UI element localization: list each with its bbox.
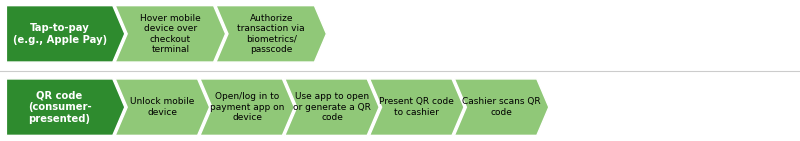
Text: Tap-to-pay
(e.g., Apple Pay): Tap-to-pay (e.g., Apple Pay) — [13, 23, 106, 45]
Polygon shape — [115, 79, 210, 135]
Polygon shape — [200, 79, 294, 135]
Text: Authorize
transaction via
biometrics/
passcode: Authorize transaction via biometrics/ pa… — [238, 14, 305, 54]
Polygon shape — [454, 79, 549, 135]
Text: Hover mobile
device over
checkout
terminal: Hover mobile device over checkout termin… — [140, 14, 201, 54]
Polygon shape — [115, 6, 226, 62]
Text: Open/log in to
payment app on
device: Open/log in to payment app on device — [210, 92, 284, 122]
Polygon shape — [6, 6, 125, 62]
Text: Unlock mobile
device: Unlock mobile device — [130, 97, 194, 117]
Polygon shape — [6, 79, 125, 135]
Text: Use app to open
or generate a QR
code: Use app to open or generate a QR code — [293, 92, 371, 122]
Polygon shape — [285, 79, 379, 135]
Polygon shape — [216, 6, 326, 62]
Text: Cashier scans QR
code: Cashier scans QR code — [462, 97, 541, 117]
Text: QR code
(consumer-
presented): QR code (consumer- presented) — [28, 91, 91, 124]
Polygon shape — [370, 79, 464, 135]
Text: Present QR code
to cashier: Present QR code to cashier — [379, 97, 454, 117]
